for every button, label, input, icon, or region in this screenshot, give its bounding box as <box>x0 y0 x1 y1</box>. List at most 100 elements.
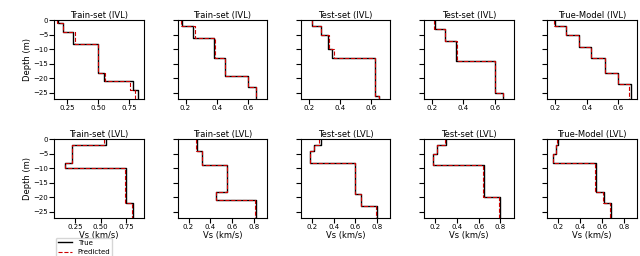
Predicted <box>614 83 622 86</box>
True <box>193 150 201 153</box>
Predicted <box>252 97 260 100</box>
Predicted <box>252 86 260 89</box>
True <box>129 89 136 92</box>
True <box>351 161 359 164</box>
Title: Train-set (LVL): Train-set (LVL) <box>69 130 129 138</box>
Line: True: True <box>435 20 502 99</box>
Predicted <box>212 199 220 202</box>
True <box>310 150 318 153</box>
Legend: True, Predicted: True, Predicted <box>56 238 113 256</box>
True <box>549 161 557 164</box>
True <box>554 138 562 141</box>
True <box>308 19 316 22</box>
True <box>554 144 562 147</box>
True <box>429 164 436 167</box>
True <box>431 28 439 31</box>
Line: Predicted: Predicted <box>196 139 255 218</box>
True <box>602 71 609 74</box>
True <box>452 39 460 42</box>
True <box>129 80 136 83</box>
True <box>189 36 197 39</box>
True <box>317 34 325 37</box>
Line: Predicted: Predicted <box>310 139 376 218</box>
Title: Test-set (LVL): Test-set (LVL) <box>318 130 373 138</box>
True <box>607 201 614 205</box>
True <box>179 19 186 22</box>
True <box>552 144 560 147</box>
True <box>324 34 332 37</box>
True <box>223 164 230 167</box>
Line: Predicted: Predicted <box>181 20 256 99</box>
True <box>212 199 220 202</box>
True <box>306 150 314 153</box>
Predicted <box>479 164 487 167</box>
True <box>100 80 108 83</box>
Predicted <box>372 216 380 219</box>
True <box>602 57 609 60</box>
Predicted <box>351 193 359 196</box>
True <box>357 205 365 208</box>
True <box>614 83 622 86</box>
True <box>429 152 436 155</box>
Predicted <box>495 216 503 219</box>
Predicted <box>193 138 200 141</box>
Predicted <box>61 161 68 164</box>
Predicted <box>122 167 129 170</box>
True <box>102 144 109 147</box>
Predicted <box>131 97 139 100</box>
True <box>324 48 332 51</box>
Predicted <box>308 25 316 28</box>
True <box>600 201 608 205</box>
Line: True: True <box>65 139 134 218</box>
Predicted <box>625 83 633 86</box>
True <box>69 30 77 34</box>
True <box>130 201 138 205</box>
Predicted <box>316 144 323 147</box>
Line: Predicted: Predicted <box>434 20 502 99</box>
True <box>552 152 560 155</box>
Predicted <box>591 190 599 193</box>
Predicted <box>60 22 67 25</box>
Predicted <box>552 144 560 147</box>
True <box>499 91 506 94</box>
Line: Predicted: Predicted <box>65 139 132 218</box>
Y-axis label: Depth (m): Depth (m) <box>23 157 32 200</box>
True <box>179 25 186 28</box>
Line: Predicted: Predicted <box>554 20 629 99</box>
True <box>357 193 365 196</box>
Predicted <box>191 25 199 28</box>
Predicted <box>53 22 61 25</box>
Predicted <box>549 161 557 164</box>
Predicted <box>177 19 185 22</box>
Line: True: True <box>182 20 256 99</box>
True <box>441 39 449 42</box>
Predicted <box>499 97 506 100</box>
True <box>607 216 614 219</box>
True <box>61 167 68 170</box>
Predicted <box>491 59 499 62</box>
True <box>317 25 325 28</box>
True <box>308 25 316 28</box>
Predicted <box>499 91 506 94</box>
True <box>252 199 260 202</box>
Predicted <box>554 144 561 147</box>
Predicted <box>221 57 228 60</box>
True <box>68 144 76 147</box>
True <box>480 196 488 199</box>
True <box>588 57 595 60</box>
Line: Predicted: Predicted <box>57 20 135 99</box>
True <box>54 22 62 25</box>
Line: Predicted: Predicted <box>433 139 499 218</box>
Predicted <box>614 71 622 74</box>
Title: Test-set (LVL): Test-set (LVL) <box>441 130 497 138</box>
Predicted <box>433 152 441 155</box>
Predicted <box>101 80 109 83</box>
True <box>212 190 220 193</box>
Predicted <box>371 94 378 97</box>
Predicted <box>198 150 205 153</box>
Predicted <box>441 28 449 31</box>
Predicted <box>72 42 79 45</box>
Title: Train-set (LVL): Train-set (LVL) <box>193 130 252 138</box>
Line: True: True <box>433 139 500 218</box>
Predicted <box>68 161 76 164</box>
